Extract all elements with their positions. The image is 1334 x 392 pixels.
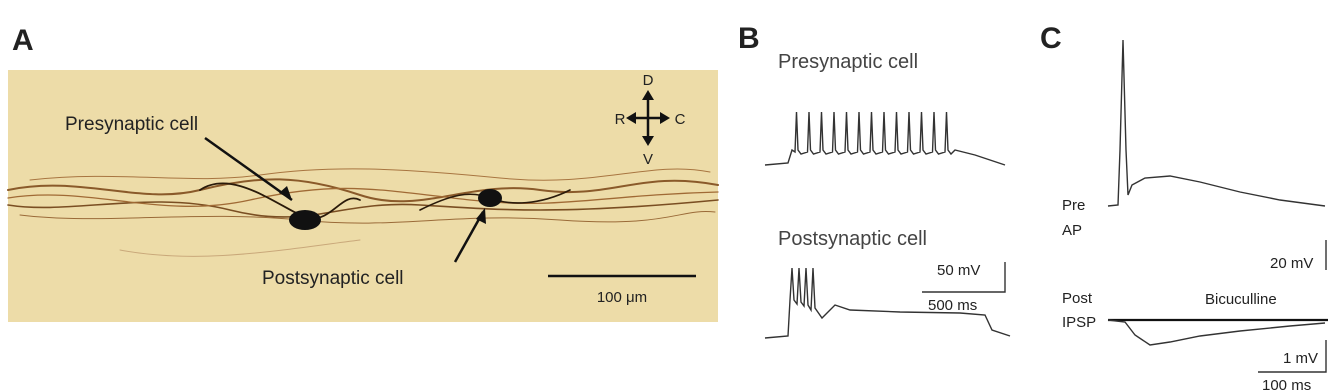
panel-label: B <box>738 22 760 55</box>
trace-title: Postsynaptic cell <box>778 228 927 250</box>
scale-bar <box>922 262 1006 293</box>
trace <box>764 111 1006 166</box>
scale-bar <box>1258 340 1327 373</box>
panel-label: A <box>12 24 34 57</box>
trace <box>1107 39 1326 207</box>
scale-label: 50 mV <box>937 262 980 279</box>
condition-label: Bicuculline <box>1205 291 1277 308</box>
trace-label: Post <box>1062 290 1093 307</box>
trace-label: AP <box>1062 222 1082 239</box>
cell-label: Presynaptic cell <box>65 114 198 135</box>
scale-label: 20 mV <box>1270 255 1313 272</box>
arrow <box>453 211 485 263</box>
trace <box>764 267 1011 339</box>
compass-label: D <box>643 72 654 89</box>
compass-label: R <box>615 111 626 128</box>
compass <box>626 90 670 146</box>
scale-label: 500 ms <box>928 297 977 314</box>
arrow <box>204 136 293 202</box>
scale-label: 100 μm <box>597 289 647 306</box>
cell-label: Postsynaptic cell <box>262 268 404 289</box>
cell-body <box>289 210 321 230</box>
trace-label: IPSP <box>1062 314 1096 331</box>
scale-label: 1 mV <box>1283 350 1318 367</box>
fibers <box>7 168 719 257</box>
compass-label: C <box>675 111 686 128</box>
trace-label: Pre <box>1062 197 1085 214</box>
arrowhead <box>279 186 292 200</box>
arrowhead <box>476 208 486 224</box>
trace-title: Presynaptic cell <box>778 51 918 73</box>
trace <box>1107 319 1326 346</box>
scale-label: 100 ms <box>1262 377 1311 392</box>
cell-body <box>478 189 502 207</box>
compass-label: V <box>643 151 653 168</box>
panel-label: C <box>1040 22 1062 55</box>
